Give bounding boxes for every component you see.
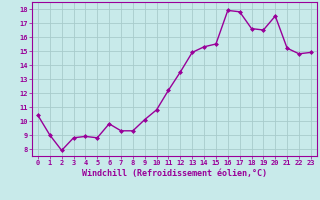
X-axis label: Windchill (Refroidissement éolien,°C): Windchill (Refroidissement éolien,°C) — [82, 169, 267, 178]
